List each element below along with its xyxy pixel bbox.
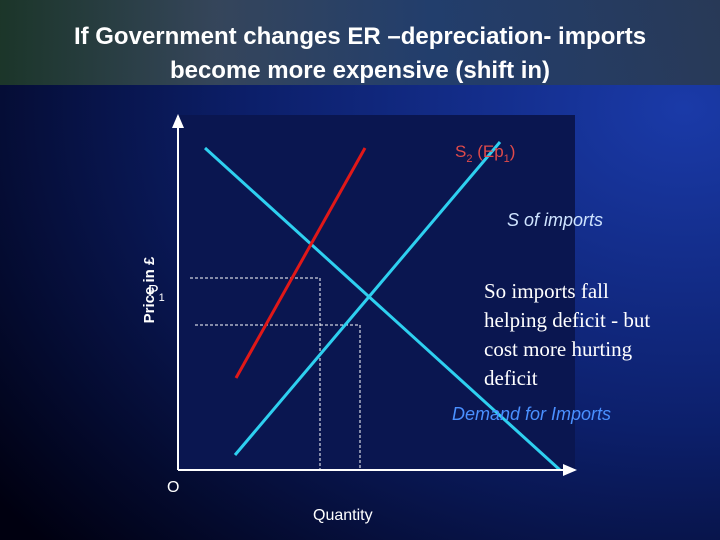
supply-new-curve [234,147,367,379]
demand-label: Demand for Imports [452,404,611,424]
note-line: cost more hurting [484,337,633,361]
supply-label: S of imports [507,210,603,230]
guides [190,277,361,470]
label-part: (Ep [472,142,503,161]
label-part: S [455,142,466,161]
title-line: If Government changes ER –depreciation- … [74,23,646,50]
note-line: deficit [484,366,538,390]
label-part: P [148,283,159,300]
banner [0,0,720,85]
note-line: So imports fall [484,279,609,303]
plot-area [178,115,575,470]
demand-curve [203,146,562,472]
label-part: 1 [504,153,510,165]
price-label: P1 [148,283,165,304]
label-part: 2 [466,153,472,165]
supply-curve [233,141,502,456]
label-part: 1 [159,292,165,304]
title-line: become more expensive (shift in) [170,57,550,84]
note: So imports fall helping deficit - but co… [484,279,650,390]
note-line: helping deficit - but [484,308,650,332]
x-axis-label: Quantity [313,507,373,524]
supply-new-label: S2 (Ep1) [455,142,515,165]
label-part: ) [510,142,516,161]
origin-label: O [167,479,179,496]
y-axis-label: Price in £ [141,256,158,323]
